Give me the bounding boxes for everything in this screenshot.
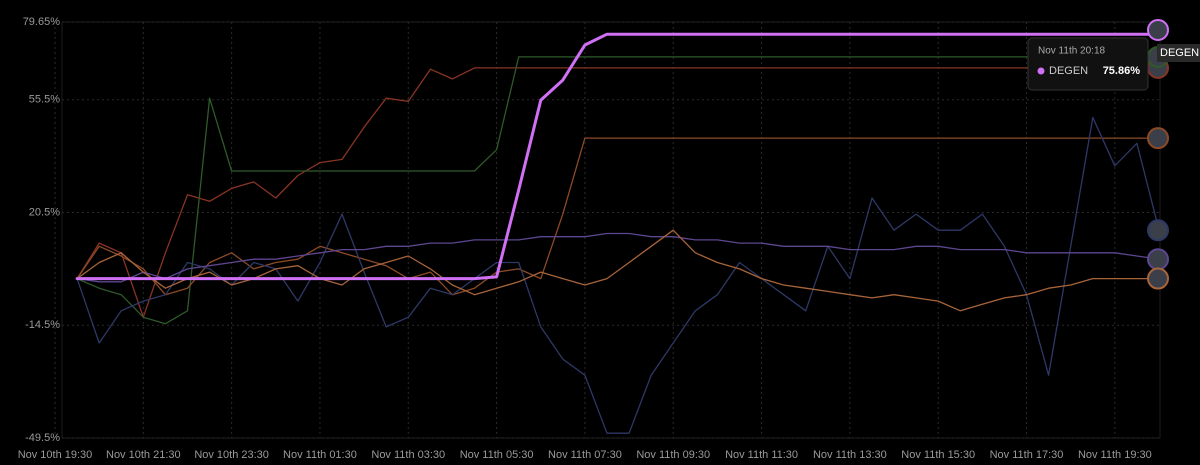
x-tick-label: Nov 11th 17:30 xyxy=(990,449,1064,461)
x-tick-label: Nov 11th 15:30 xyxy=(901,449,975,461)
x-tick-label: Nov 11th 13:30 xyxy=(813,449,887,461)
x-tick-label: Nov 10th 19:30 xyxy=(18,449,93,461)
lines xyxy=(75,32,1161,434)
token-icon xyxy=(1147,127,1169,150)
tooltip-dot xyxy=(1037,67,1045,75)
grid xyxy=(54,21,1160,439)
x-tick-label: Nov 10th 21:30 xyxy=(106,449,181,461)
x-tick-label: Nov 11th 09:30 xyxy=(636,449,710,461)
token-icon xyxy=(1147,248,1169,271)
token-icon xyxy=(1147,19,1169,41)
x-tick-label: Nov 11th 01:30 xyxy=(283,449,357,461)
series-line xyxy=(76,232,1160,283)
series-line xyxy=(76,137,1160,296)
tooltip-series: DEGEN xyxy=(1049,65,1088,77)
degen-badge-label: DEGEN xyxy=(1160,47,1199,59)
series-line xyxy=(76,229,1160,312)
x-tick-label: Nov 11th 03:30 xyxy=(371,449,445,461)
x-tick-label: Nov 11th 05:30 xyxy=(460,449,534,461)
x-tick-label: Nov 11th 07:30 xyxy=(548,449,622,461)
y-tick-label: 55.5% xyxy=(29,94,60,106)
y-tick-label: -49.5% xyxy=(25,432,60,444)
tooltip: Nov 11th 20:18 DEGEN 75.86% xyxy=(1027,37,1149,91)
degen-badge xyxy=(1157,44,1200,62)
tooltip-box xyxy=(1027,37,1149,91)
series-line xyxy=(76,56,1160,325)
x-tick-label: Nov 11th 19:30 xyxy=(1078,449,1152,461)
y-tick-label: -14.5% xyxy=(25,319,60,331)
series-line xyxy=(75,32,1161,281)
y-tick-label: 20.5% xyxy=(29,206,60,218)
tooltip-title: Nov 11th 20:18 xyxy=(1038,46,1106,57)
tooltip-value: 75.86% xyxy=(1103,65,1141,77)
series-line xyxy=(76,116,1160,434)
series-line xyxy=(76,67,1160,318)
token-icon xyxy=(1147,267,1169,290)
y-tick-label: 79.65% xyxy=(23,16,61,28)
x-tick-label: Nov 11th 11:30 xyxy=(725,449,798,461)
token-icon xyxy=(1147,219,1169,242)
x-tick-label: Nov 10th 23:30 xyxy=(194,449,269,461)
